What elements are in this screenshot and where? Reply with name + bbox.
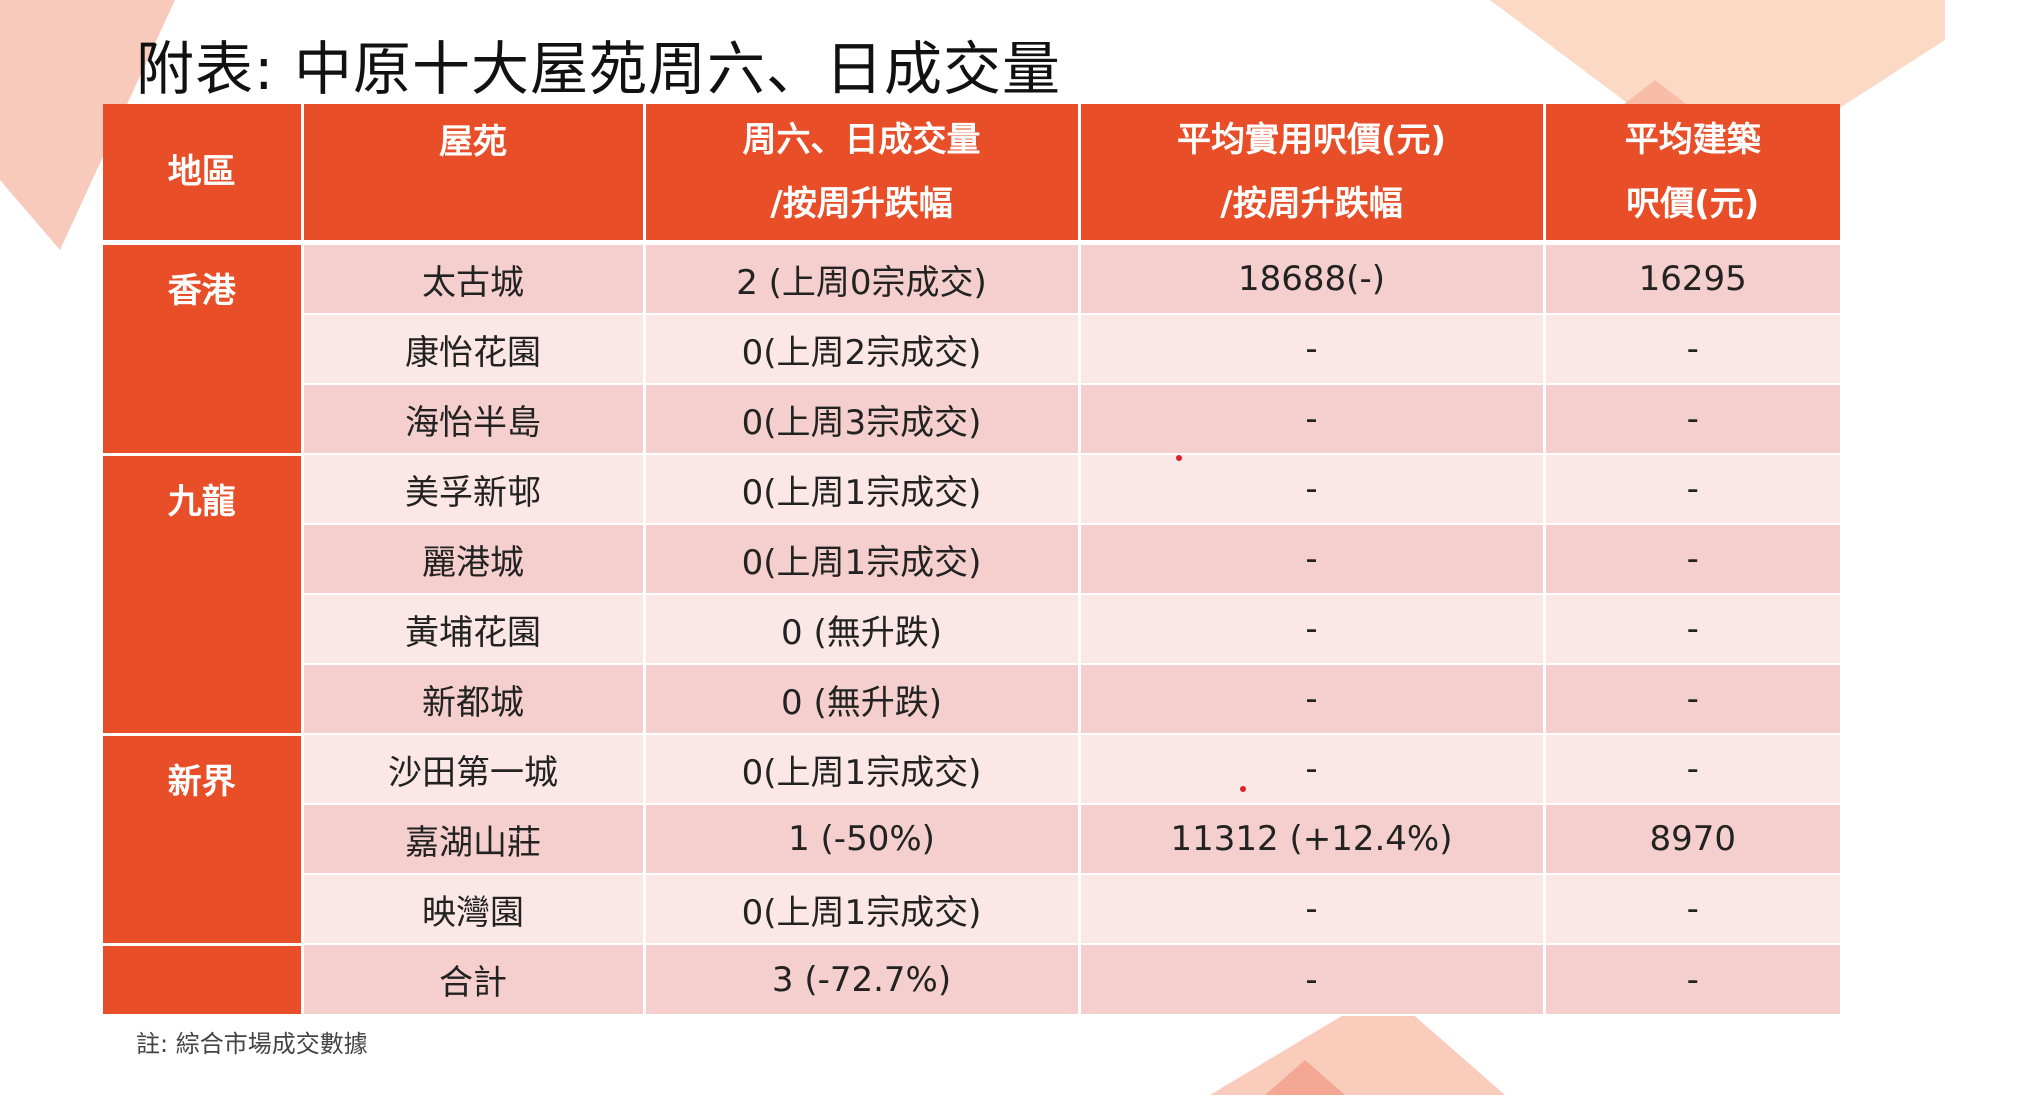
gross-price-cell: -: [1542, 314, 1840, 385]
net-price-cell: 11312 (+12.4%): [1077, 804, 1544, 875]
estate-cell: 映灣園: [300, 874, 644, 945]
stray-dot: [1176, 455, 1182, 461]
footnote: 註: 綜合市場成交數據: [136, 1030, 368, 1058]
transaction-table-container: 地區 屋苑 周六、日成交量/按周升跌幅 平均實用呎價(元)/按周升跌幅 平均建築…: [103, 104, 1840, 1017]
header-estate: 屋苑: [300, 104, 644, 245]
region-cell-nt: 新界: [103, 734, 302, 946]
volume-cell-total: 3 (-72.7%): [642, 944, 1079, 1016]
gross-price-cell: -: [1542, 594, 1840, 665]
estate-cell: 康怡花園: [300, 314, 644, 385]
net-price-cell: -: [1077, 384, 1544, 455]
estate-cell: 沙田第一城: [300, 734, 644, 805]
net-price-cell: 18688(-): [1077, 242, 1544, 315]
volume-cell: 0(上周3宗成交): [642, 384, 1079, 455]
volume-cell: 0(上周1宗成交): [642, 734, 1079, 805]
page-title: 附表: 中原十大屋苑周六、日成交量: [136, 35, 1061, 103]
estate-cell: 太古城: [300, 242, 644, 315]
net-price-cell: -: [1077, 454, 1544, 525]
volume-cell: 0 (無升跌): [642, 664, 1079, 735]
table-row: 康怡花園 0(上周2宗成交) - -: [103, 314, 1840, 385]
table-row: 映灣園 0(上周1宗成交) - -: [103, 874, 1840, 945]
deco-triangle-bottom-small: [1265, 1060, 1345, 1095]
gross-price-cell: -: [1542, 734, 1840, 805]
header-gross-price: 平均建築 呎價(元): [1542, 104, 1840, 245]
volume-cell: 0(上周1宗成交): [642, 524, 1079, 595]
region-cell-total: [103, 944, 302, 1017]
volume-cell: 1 (-50%): [642, 804, 1079, 875]
gross-price-cell-total: -: [1542, 944, 1840, 1016]
net-price-cell: -: [1077, 524, 1544, 595]
volume-cell: 0(上周1宗成交): [642, 874, 1079, 945]
table-row: 海怡半島 0(上周3宗成交) - -: [103, 384, 1840, 455]
estate-cell: 新都城: [300, 664, 644, 735]
table-header-row: 地區 屋苑 周六、日成交量/按周升跌幅 平均實用呎價(元)/按周升跌幅 平均建築…: [103, 104, 1840, 245]
volume-cell: 2 (上周0宗成交): [642, 242, 1079, 315]
volume-cell: 0(上周1宗成交): [642, 454, 1079, 525]
gross-price-cell: -: [1542, 524, 1840, 595]
volume-cell: 0(上周2宗成交): [642, 314, 1079, 385]
gross-price-cell: -: [1542, 874, 1840, 945]
gross-price-cell: 16295: [1542, 242, 1840, 315]
volume-cell: 0 (無升跌): [642, 594, 1079, 665]
estate-cell-total: 合計: [300, 944, 644, 1016]
header-volume: 周六、日成交量/按周升跌幅: [642, 104, 1079, 245]
gross-price-cell: 8970: [1542, 804, 1840, 875]
gross-price-cell: -: [1542, 664, 1840, 735]
estate-cell: 黃埔花園: [300, 594, 644, 665]
net-price-cell: -: [1077, 314, 1544, 385]
region-cell-hk: 香港: [103, 242, 302, 456]
header-net-price: 平均實用呎價(元)/按周升跌幅: [1077, 104, 1544, 245]
net-price-cell-total: -: [1077, 944, 1544, 1016]
region-cell-kowloon: 九龍: [103, 454, 302, 736]
table-row: 新都城 0 (無升跌) - -: [103, 664, 1840, 735]
estate-cell: 嘉湖山莊: [300, 804, 644, 875]
table-row-total: 合計 3 (-72.7%) - -: [103, 944, 1840, 1017]
table-row: 嘉湖山莊 1 (-50%) 11312 (+12.4%) 8970: [103, 804, 1840, 875]
net-price-cell: -: [1077, 874, 1544, 945]
transaction-table: 地區 屋苑 周六、日成交量/按周升跌幅 平均實用呎價(元)/按周升跌幅 平均建築…: [103, 104, 1840, 1017]
table-row: 麗港城 0(上周1宗成交) - -: [103, 524, 1840, 595]
stray-dot: [1240, 786, 1246, 792]
estate-cell: 麗港城: [300, 524, 644, 595]
header-region: 地區: [103, 104, 302, 245]
gross-price-cell: -: [1542, 384, 1840, 455]
table-row: 香港 太古城 2 (上周0宗成交) 18688(-) 16295: [103, 242, 1840, 456]
table-row: 九龍 美孚新邨 0(上周1宗成交) - -: [103, 454, 1840, 736]
table-row: 黃埔花園 0 (無升跌) - -: [103, 594, 1840, 665]
net-price-cell: -: [1077, 594, 1544, 665]
estate-cell: 美孚新邨: [300, 454, 644, 525]
table-row: 新界 沙田第一城 0(上周1宗成交) - -: [103, 734, 1840, 946]
net-price-cell: -: [1077, 734, 1544, 805]
net-price-cell: -: [1077, 664, 1544, 735]
estate-cell: 海怡半島: [300, 384, 644, 455]
gross-price-cell: -: [1542, 454, 1840, 525]
